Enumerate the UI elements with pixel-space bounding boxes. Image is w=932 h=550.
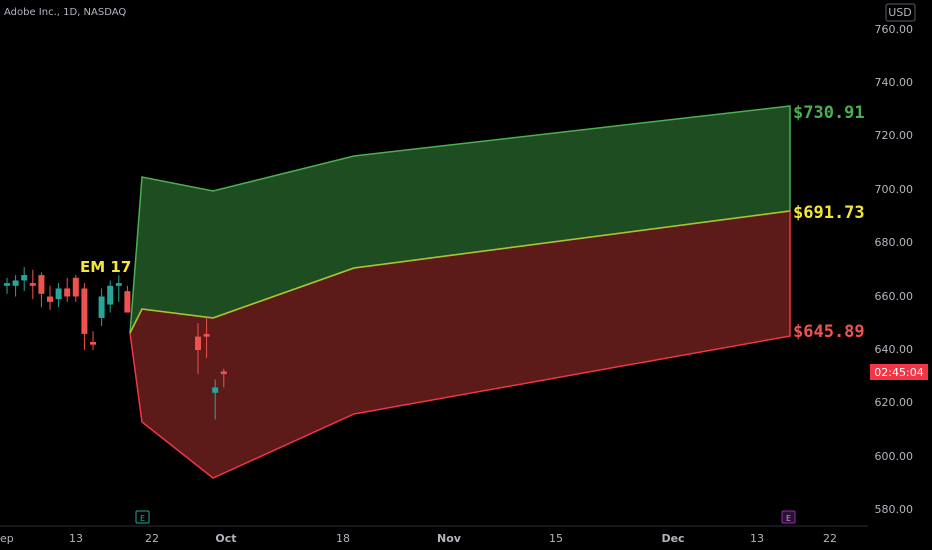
- time-label: 22: [823, 532, 837, 545]
- symbol-title: Adobe Inc., 1D, NASDAQ: [4, 7, 126, 18]
- price-tick: 720.00: [875, 129, 914, 142]
- price-tick: 660.00: [875, 290, 914, 303]
- price-tick: 740.00: [875, 76, 914, 89]
- candle-body: [72, 277, 79, 297]
- time-label: 22: [145, 532, 159, 545]
- em-annotation: EM 17: [80, 258, 131, 276]
- lower-level-label: $645.89: [793, 322, 865, 342]
- price-axis[interactable]: USD 760.00 740.00 720.00 700.00 680.00 6…: [870, 3, 928, 516]
- time-label: ep: [0, 532, 14, 545]
- time-label: Nov: [437, 532, 462, 545]
- candle-body: [47, 296, 53, 302]
- time-label: Dec: [661, 532, 684, 545]
- earnings-marker-upcoming[interactable]: E: [781, 510, 796, 524]
- time-label: 13: [750, 532, 764, 545]
- candle-body: [220, 371, 227, 375]
- price-tick: 700.00: [875, 183, 914, 196]
- candle-body: [124, 291, 131, 313]
- price-tick: 760.00: [875, 23, 914, 36]
- time-axis[interactable]: ep 13 22 Oct 18 Nov 15 Dec 13 22: [0, 525, 868, 545]
- time-label: 15: [549, 532, 563, 545]
- candle-body: [81, 288, 88, 334]
- upper-level-label: $730.91: [793, 103, 865, 123]
- candle-body: [38, 275, 45, 294]
- mid-level-label: $691.73: [793, 203, 865, 223]
- candle-body: [21, 275, 28, 281]
- countdown-badge: [870, 364, 928, 380]
- candle-body: [64, 288, 71, 297]
- price-tick: 640.00: [875, 343, 914, 356]
- earnings-marker-label: E: [140, 514, 145, 523]
- candle-body: [90, 341, 96, 345]
- candle-body: [212, 387, 219, 393]
- candle-body: [203, 333, 210, 337]
- time-label: Oct: [215, 532, 236, 545]
- candle-body: [115, 283, 122, 286]
- candle-body: [107, 285, 114, 305]
- time-label: 13: [69, 532, 83, 545]
- currency-label: USD: [888, 6, 912, 19]
- price-tick: 620.00: [875, 396, 914, 409]
- candle-body: [55, 288, 62, 300]
- candle-body: [98, 296, 105, 318]
- price-tick: 600.00: [875, 450, 914, 463]
- candle-body: [195, 336, 201, 350]
- currency-badge[interactable]: [885, 3, 916, 22]
- earnings-marker-past[interactable]: E: [135, 510, 150, 524]
- candle-body: [12, 280, 19, 286]
- candle-body: [4, 283, 10, 286]
- countdown-label: 02:45:04: [874, 366, 923, 379]
- candlestick-series: [4, 267, 227, 420]
- earnings-marker-label: E: [786, 514, 791, 523]
- candle-body: [29, 283, 36, 286]
- mid-expected-move-line: [129, 210, 791, 334]
- price-tick: 680.00: [875, 236, 914, 249]
- price-tick: 580.00: [875, 503, 914, 516]
- time-label: 18: [336, 532, 350, 545]
